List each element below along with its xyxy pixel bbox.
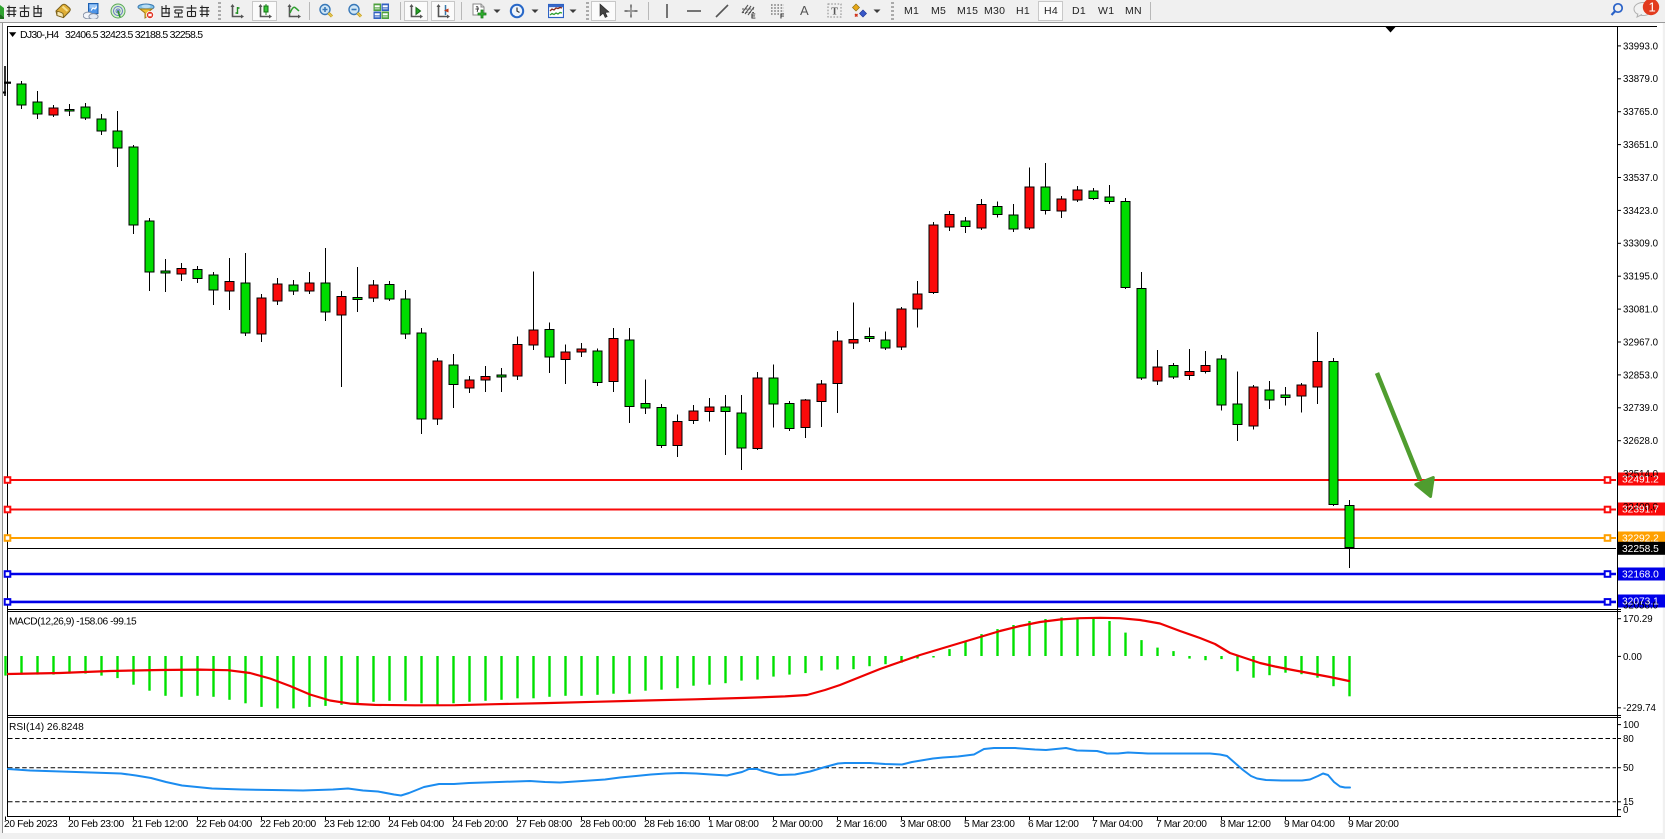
svg-text:RSI(14) 26.8248: RSI(14) 26.8248 [9,722,84,733]
svg-text:32058.0: 32058.0 [1623,601,1659,612]
svg-text:0: 0 [1623,805,1629,816]
svg-text:80: 80 [1623,734,1634,745]
svg-text:6 Mar 12:00: 6 Mar 12:00 [1028,819,1079,830]
svg-text:33195.0: 33195.0 [1623,272,1659,283]
svg-text:32853.0: 32853.0 [1623,370,1659,381]
svg-text:22 Feb 20:00: 22 Feb 20:00 [260,819,317,830]
svg-text:32967.0: 32967.0 [1623,337,1659,348]
svg-text:7 Mar 04:00: 7 Mar 04:00 [1092,819,1143,830]
svg-text:32391.7: 32391.7 [1622,505,1659,516]
svg-text:22 Feb 04:00: 22 Feb 04:00 [196,819,253,830]
svg-text:32406.5 32423.5 32188.5 32258.: 32406.5 32423.5 32188.5 32258.5 [65,29,203,41]
svg-text:24 Feb 04:00: 24 Feb 04:00 [388,819,445,830]
svg-text:33879.0: 33879.0 [1623,74,1659,85]
svg-text:32258.5: 32258.5 [1622,544,1659,555]
svg-text:28 Feb 00:00: 28 Feb 00:00 [580,819,637,830]
svg-text:32739.0: 32739.0 [1623,403,1659,414]
svg-text:1 Mar 08:00: 1 Mar 08:00 [708,819,759,830]
svg-text:33081.0: 33081.0 [1623,305,1659,316]
svg-text:15: 15 [1623,797,1634,808]
svg-text:20 Feb 23:00: 20 Feb 23:00 [68,819,125,830]
svg-text:1: 1 [1649,0,1656,15]
svg-text:33537.0: 33537.0 [1623,173,1659,184]
svg-text:50: 50 [1623,763,1634,774]
svg-text:33423.0: 33423.0 [1623,206,1659,217]
svg-text:0.00: 0.00 [1623,652,1642,663]
svg-text:24 Feb 20:00: 24 Feb 20:00 [452,819,509,830]
svg-text:F: F [780,14,785,20]
svg-text:-229.74: -229.74 [1623,703,1656,714]
svg-text:33765.0: 33765.0 [1623,107,1659,118]
svg-text:33309.0: 33309.0 [1623,239,1659,250]
svg-text:20 Feb 2023: 20 Feb 2023 [4,819,58,830]
svg-text:3 Mar 08:00: 3 Mar 08:00 [900,819,951,830]
svg-text:32400.0: 32400.0 [1623,502,1659,513]
svg-text:28 Feb 16:00: 28 Feb 16:00 [644,819,701,830]
svg-text:33993.0: 33993.0 [1623,41,1659,52]
svg-text:23 Feb 12:00: 23 Feb 12:00 [324,819,381,830]
svg-text:7 Mar 20:00: 7 Mar 20:00 [1156,819,1207,830]
svg-text:170.29: 170.29 [1623,614,1653,625]
svg-text:100: 100 [1623,720,1640,731]
svg-text:2 Mar 16:00: 2 Mar 16:00 [836,819,887,830]
svg-text:32168.0: 32168.0 [1622,570,1659,581]
svg-text:33651.0: 33651.0 [1623,140,1659,151]
svg-text:32514.0: 32514.0 [1623,469,1659,480]
svg-text:32292.2: 32292.2 [1622,534,1659,545]
svg-text:T: T [831,7,838,18]
svg-text:MACD(12,26,9) -158.06 -99.15: MACD(12,26,9) -158.06 -99.15 [9,617,137,628]
svg-text:27 Feb 08:00: 27 Feb 08:00 [516,819,573,830]
svg-text:32628.0: 32628.0 [1623,436,1659,447]
svg-text:9 Mar 04:00: 9 Mar 04:00 [1284,819,1335,830]
svg-text:32491.2: 32491.2 [1622,475,1659,486]
svg-text:E: E [751,14,756,20]
svg-text:8 Mar 12:00: 8 Mar 12:00 [1220,819,1271,830]
svg-text:32073.1: 32073.1 [1622,597,1659,608]
svg-text:5 Mar 23:00: 5 Mar 23:00 [964,819,1015,830]
svg-text:21 Feb 12:00: 21 Feb 12:00 [132,819,189,830]
svg-text:9 Mar 20:00: 9 Mar 20:00 [1348,819,1399,830]
svg-text:2 Mar 00:00: 2 Mar 00:00 [772,819,823,830]
svg-text:DJ30-,H4: DJ30-,H4 [20,29,59,41]
